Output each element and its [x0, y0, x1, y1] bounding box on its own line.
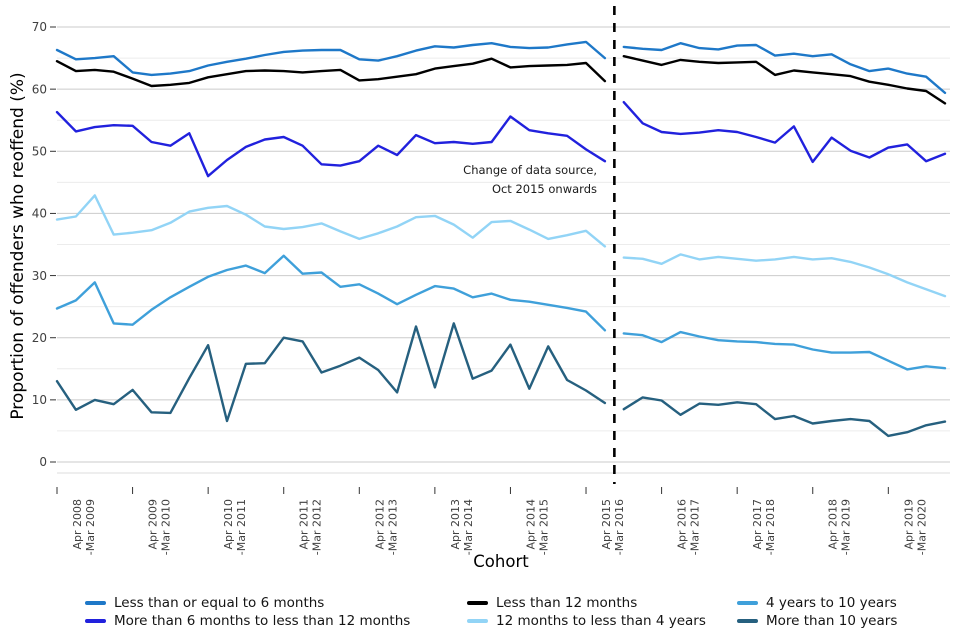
legend-label: Less than or equal to 6 months	[114, 595, 325, 611]
series-line-more-than-10-years	[622, 396, 947, 438]
legend-item: More than 10 years	[737, 612, 897, 630]
legend-item: Less than or equal to 6 months	[85, 594, 324, 612]
legend-item: 12 months to less than 4 years	[467, 612, 706, 630]
legend-label: More than 6 months to less than 12 month…	[114, 613, 411, 629]
series-line-4-years-to-10-years	[622, 330, 947, 371]
series-line-less-than-or-equal-to-6-months	[55, 40, 607, 77]
x-tick-label: Apr 2008-Mar 2009	[71, 499, 97, 555]
legend-item: Less than 12 months	[467, 594, 637, 612]
y-tick-label: 0	[39, 455, 47, 469]
series-line-less-than-or-equal-to-6-months	[622, 42, 947, 95]
y-tick-label: 40	[32, 207, 47, 221]
x-tick-label: Apr 2017-Mar 2018	[751, 499, 777, 555]
x-tick-label: Apr 2011-Mar 2012	[298, 499, 324, 555]
legend-item: 4 years to 10 years	[737, 594, 897, 612]
x-tick-label: Apr 2009-Mar 2010	[147, 499, 173, 555]
x-tick-label: Apr 2010-Mar 2011	[222, 499, 248, 555]
series-line-more-than-6-months-to-less-than-12-months	[622, 100, 947, 164]
x-tick-label: Apr 2019-Mar 2020	[902, 499, 928, 555]
legend-item: More than 6 months to less than 12 month…	[85, 612, 410, 630]
legend-label: Less than 12 months	[496, 595, 638, 611]
legend-swatch	[737, 619, 758, 623]
legend-label: 12 months to less than 4 years	[496, 613, 706, 629]
legend-swatch	[467, 619, 488, 623]
series-line-4-years-to-10-years	[55, 254, 607, 332]
x-tick-label: Apr 2016-Mar 2017	[676, 499, 702, 555]
series-line-12-months-to-less-than-4-years	[55, 194, 607, 248]
x-tick-label: Apr 2015-Mar 2016	[600, 499, 626, 555]
x-tick-label: Apr 2012-Mar 2013	[373, 499, 399, 555]
series-line-less-than-12-months	[622, 55, 947, 105]
x-tick-label: Apr 2014-Mar 2015	[524, 499, 550, 555]
series-line-12-months-to-less-than-4-years	[622, 253, 947, 298]
legend-swatch	[737, 601, 758, 605]
y-tick-label: 30	[32, 269, 47, 283]
legend-swatch	[85, 601, 106, 605]
legend-swatch	[85, 619, 106, 623]
legend-label: 4 years to 10 years	[766, 595, 897, 611]
legend-swatch	[467, 601, 488, 605]
x-tick-label: Apr 2018-Mar 2019	[827, 499, 853, 555]
x-tick-label: Apr 2013-Mar 2014	[449, 499, 475, 555]
y-tick-label: 10	[32, 393, 47, 407]
chart-legend: Less than or equal to 6 months More than …	[0, 590, 960, 636]
chart-annotation-line2: Oct 2015 onwards	[491, 182, 597, 196]
y-tick-label: 60	[32, 82, 47, 96]
y-tick-label: 20	[32, 331, 47, 345]
x-axis-label: Cohort	[473, 552, 529, 571]
chart-annotation-line1: Change of data source,	[463, 163, 597, 177]
chart-annotation: Change of data source, Oct 2015 onwards	[357, 161, 597, 199]
legend-label: More than 10 years	[766, 613, 898, 629]
plot-area: 0 10 20 30 40 50 60 70 Apr 2008-Mar 2009 Apr 2009…	[32, 6, 950, 555]
series-line-more-than-10-years	[55, 322, 607, 423]
y-tick-label: 50	[32, 144, 47, 158]
y-tick-label: 70	[32, 20, 47, 34]
y-axis-label: Proportion of offenders who reoffend (%)	[8, 72, 28, 420]
series-line-more-than-6-months-to-less-than-12-months	[55, 110, 607, 178]
series-line-less-than-12-months	[55, 57, 607, 88]
